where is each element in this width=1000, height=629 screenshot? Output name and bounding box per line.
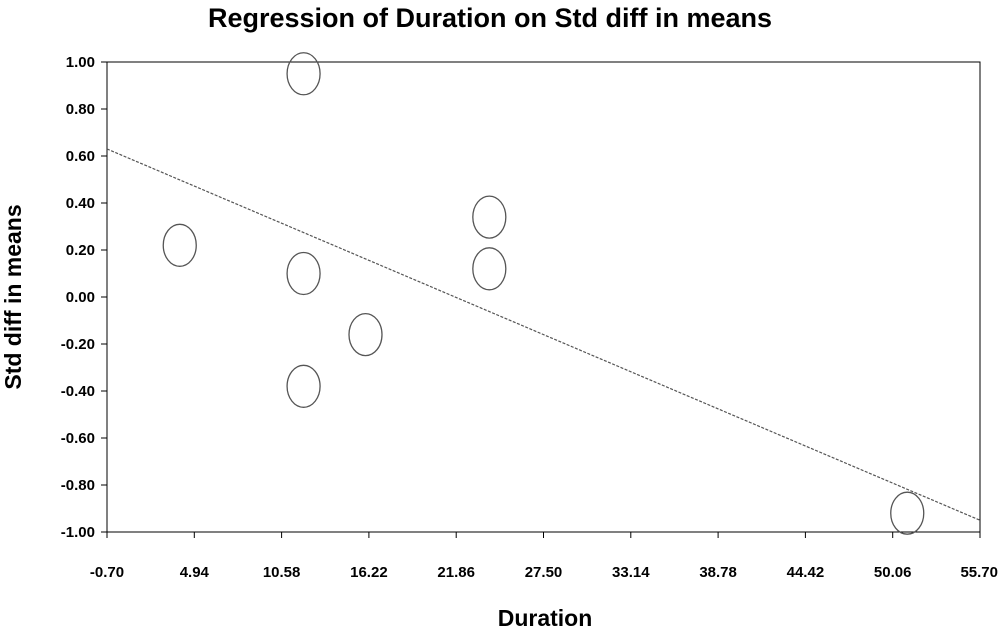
x-tick-label: -0.70 — [90, 564, 124, 581]
y-axis-label: Std diff in means — [0, 204, 26, 389]
data-point — [286, 364, 321, 408]
x-tick-label: 38.78 — [699, 564, 737, 581]
data-points — [162, 52, 925, 535]
x-tick-label: 10.58 — [263, 564, 301, 581]
y-tick-label: 0.40 — [66, 195, 95, 212]
y-tick-label: 0.20 — [66, 242, 95, 259]
y-tick-label: -0.60 — [61, 430, 95, 447]
y-tick-label: 0.80 — [66, 101, 95, 118]
data-point — [286, 251, 321, 296]
data-point — [286, 52, 321, 96]
x-axis-label: Duration — [498, 605, 593, 629]
x-tick-label: 50.06 — [874, 564, 912, 581]
y-tick-label: 0.60 — [66, 148, 95, 165]
data-point — [472, 195, 507, 239]
x-tick-label: 16.22 — [350, 564, 388, 581]
regression-line — [106, 148, 981, 521]
y-tick-label: 0.00 — [66, 289, 95, 306]
x-tick-label: 21.86 — [437, 564, 475, 581]
x-tick-label: 4.94 — [180, 564, 210, 581]
x-tick-label: 44.42 — [787, 564, 825, 581]
x-tick-label: 55.70 — [960, 564, 998, 581]
y-tick-label: -0.80 — [61, 477, 95, 494]
regression-line-group — [106, 148, 981, 521]
data-point — [162, 223, 197, 267]
y-tick-label: -1.00 — [61, 524, 95, 541]
y-tick-label: -0.20 — [61, 336, 95, 353]
y-axis-ticks: 1.00 0.80 0.60 0.40 0.20 0.00 -0.20 -0.40 -0.60 -… — [61, 54, 107, 541]
plot-frame — [106, 61, 981, 533]
x-tick-label: 33.14 — [612, 564, 650, 581]
plot-area — [106, 61, 981, 533]
y-tick-label: -0.40 — [61, 383, 95, 400]
x-axis-ticks: -0.70 4.94 10.58 16.22 21.86 27.50 33.14 38.78 4… — [90, 532, 998, 581]
data-point — [472, 247, 507, 291]
y-tick-label: 1.00 — [66, 54, 95, 71]
data-point — [348, 312, 383, 357]
data-point — [890, 491, 925, 535]
x-tick-label: 27.50 — [525, 564, 563, 581]
chart-title: Regression of Duration on Std diff in me… — [208, 3, 772, 33]
